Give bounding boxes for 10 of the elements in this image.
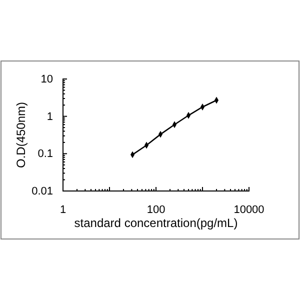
y-tick-label: 1 xyxy=(46,110,53,123)
y-tick-label: 0.1 xyxy=(38,148,53,160)
x-tick-label: 10000 xyxy=(234,204,264,216)
x-tick-label: 1 xyxy=(60,204,66,216)
point xyxy=(200,104,205,110)
y-axis-title: O.D(450nm) xyxy=(14,102,28,168)
y-tick-label: 0.01 xyxy=(32,186,53,198)
y-tick-label: 10 xyxy=(40,74,53,86)
x-tick-label: 100 xyxy=(146,204,166,216)
x-axis-title: standard concentration(pg/mL) xyxy=(74,216,238,230)
